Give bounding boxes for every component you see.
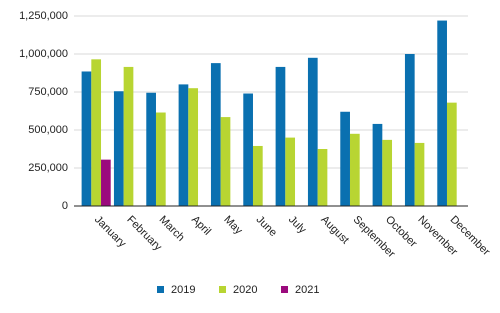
bar xyxy=(317,149,328,206)
x-tick-label: April xyxy=(189,214,213,238)
bar xyxy=(349,133,360,206)
y-tick-label: 250,000 xyxy=(28,162,68,174)
y-tick-label: 1,000,000 xyxy=(19,48,68,60)
y-tick-label: 1,250,000 xyxy=(19,10,68,22)
x-tick-label: May xyxy=(221,214,245,238)
legend-label: 2019 xyxy=(171,284,195,296)
bar xyxy=(178,84,189,206)
bar xyxy=(210,63,221,207)
x-tick-label: June xyxy=(254,214,279,239)
bar xyxy=(404,54,415,206)
bar xyxy=(155,112,166,206)
x-tick-label: July xyxy=(286,214,309,237)
bar xyxy=(372,123,383,206)
bar xyxy=(252,145,263,206)
bar xyxy=(188,88,199,206)
legend-label: 2020 xyxy=(233,284,257,296)
x-tick-label: January xyxy=(92,214,129,251)
bar xyxy=(285,137,296,206)
legend-swatch xyxy=(219,286,226,293)
x-tick-label: March xyxy=(157,214,187,244)
bar xyxy=(81,71,92,206)
bar xyxy=(340,111,350,206)
bar xyxy=(414,142,425,206)
bar xyxy=(307,57,318,206)
bar xyxy=(382,139,393,206)
bar xyxy=(113,91,124,206)
bar xyxy=(91,59,102,206)
bar xyxy=(220,117,231,206)
legend-label: 2021 xyxy=(295,284,319,296)
bar xyxy=(275,66,286,206)
bar xyxy=(146,92,156,206)
bar xyxy=(123,66,134,206)
bar xyxy=(243,93,253,206)
legend-swatch xyxy=(281,286,288,293)
bar xyxy=(101,159,111,206)
legend-swatch xyxy=(157,286,164,293)
y-tick-label: 750,000 xyxy=(28,86,68,98)
y-tick-label: 0 xyxy=(62,200,68,212)
bar xyxy=(446,102,457,206)
x-tick-label: August xyxy=(318,214,351,247)
y-tick-label: 500,000 xyxy=(28,124,68,136)
bar xyxy=(437,20,447,207)
